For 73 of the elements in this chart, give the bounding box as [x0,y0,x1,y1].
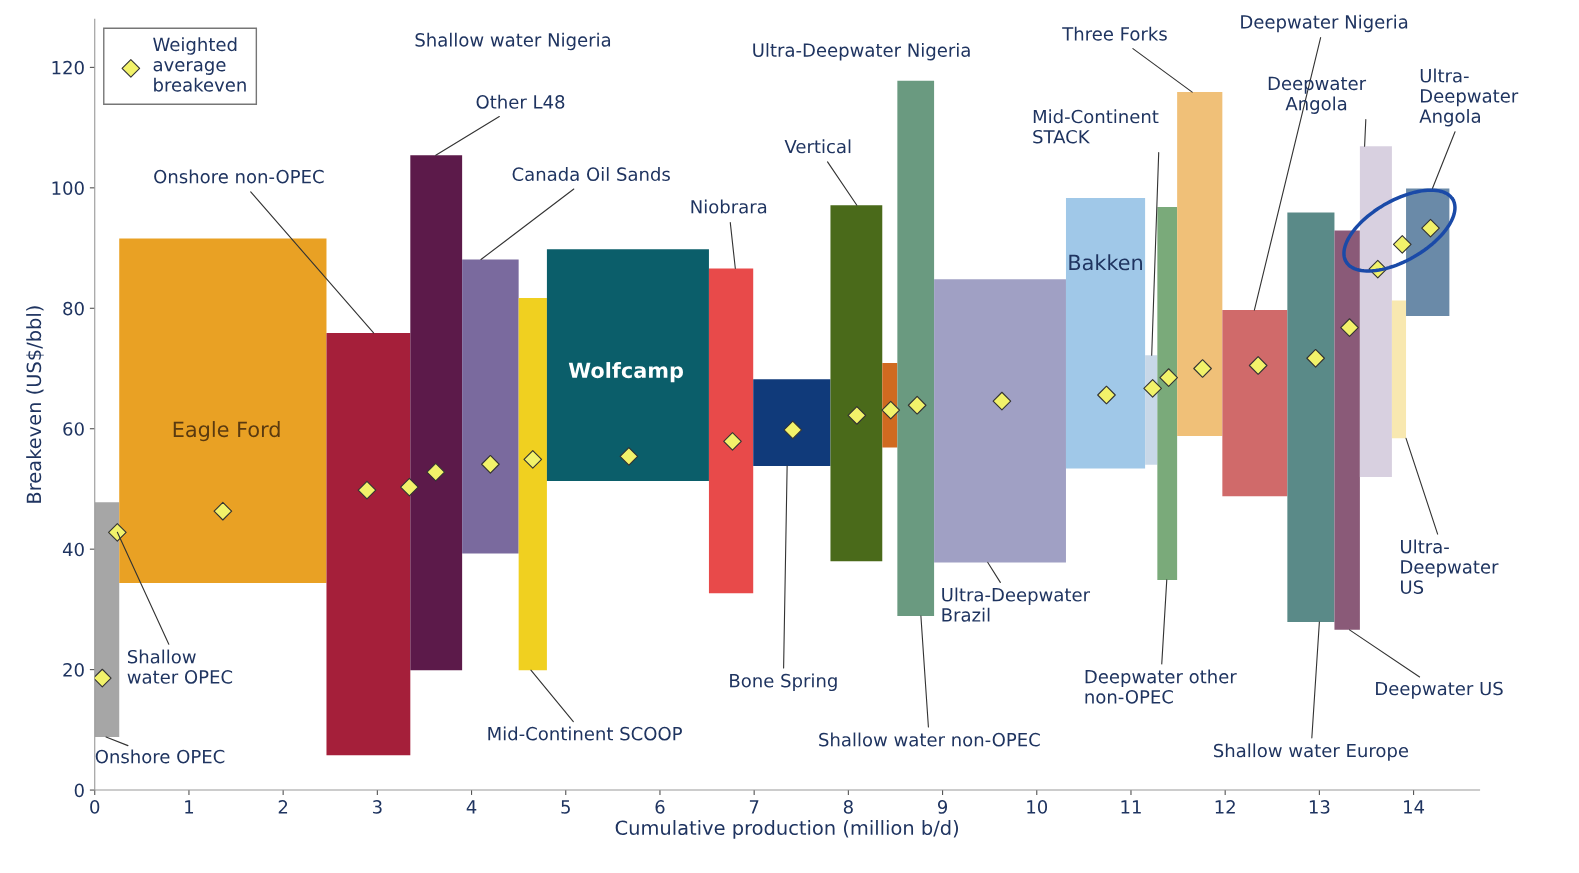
annotation: Bone Spring [730,673,837,691]
annotation: Ultra- Deepwater Angola [1419,68,1519,127]
x-tick-label: 13 [1309,800,1330,814]
x-tick-label: 10 [1027,800,1048,814]
y-axis-title: Breakeven (US$/bbl) [26,306,44,503]
point [1392,235,1412,254]
x-tick-label: 2 [278,800,288,814]
x-tick-label: 7 [749,800,759,814]
annotation: Canada Oil Sands [512,167,670,182]
point [1159,368,1178,387]
point [847,406,867,425]
x-tick-label: 0 [90,800,100,814]
x-tick-label: 9 [937,800,948,814]
x-tick-label: 6 [655,800,665,814]
point [400,477,419,497]
point [881,400,901,420]
annotation: Mid-Continent STACK [1033,109,1159,144]
point [723,432,742,451]
point [992,391,1012,411]
point [1306,348,1325,368]
point [1097,385,1116,405]
x-tick-label: 3 [372,800,382,814]
point [481,454,500,474]
annotation: Niobrara [691,199,767,214]
x-tick-label: 11 [1121,800,1141,814]
annotation: Wolfcamp [568,362,683,383]
x-tick-label: 8 [843,800,853,814]
x-tick-label: 5 [561,800,570,814]
point [1248,356,1268,375]
x-tick-label: 4 [466,800,477,814]
annotation: Three Forks [1062,26,1167,41]
x-tick-label: 14 [1404,800,1425,814]
point [1340,318,1359,337]
annotation: Mid-Continent SCOOP [488,726,682,741]
annotation: Deepwater US [1376,681,1503,699]
point [783,420,803,440]
annotation: Shallow water OPEC [127,649,233,684]
point [108,522,127,542]
annotation: Shallow water non-OPEC [819,732,1040,747]
annotation: Deepwater Nigeria [1241,14,1408,33]
annotation: Shallow water Europe [1213,743,1409,761]
x-tick-label: 1 [185,800,194,814]
point [1421,218,1440,238]
annotation: Vertical [784,139,851,154]
point [94,668,112,688]
x-tick-label: 12 [1215,800,1235,814]
point [213,501,233,521]
annotation: Deepwater other non-OPEC [1085,669,1237,704]
y-tick-label: 40 [62,542,84,557]
y-tick-label: 20 [63,663,84,677]
point [426,462,446,482]
annotation: Other L48 [476,94,565,109]
annotation: Onshore OPEC [95,749,225,764]
annotation: Ultra-Deepwater Nigeria [753,42,970,61]
annotation: Bakken [1069,254,1142,271]
legend-label: Weighted average breakeven [153,37,246,92]
annotation: Onshore non-OPEC [154,169,324,184]
y-tick-label: 100 [52,181,84,195]
point [1143,379,1162,398]
annotation: Ultra- Deepwater US [1401,539,1499,594]
x-axis-title: Cumulative production (million b/d) [615,820,959,839]
point [523,450,543,469]
y-tick-label: 80 [63,301,84,316]
y-tick-label: 0 [74,783,84,798]
y-tick-label: 60 [63,422,84,436]
point [907,395,927,415]
point [1193,359,1212,378]
annotation: Eagle Ford [173,421,280,442]
annotation: Shallow water Nigeria [415,32,611,51]
annotation: Ultra-Deepwater Brazil [942,587,1091,622]
point [357,480,377,500]
point [619,447,639,466]
y-tick-label: 120 [52,60,84,75]
